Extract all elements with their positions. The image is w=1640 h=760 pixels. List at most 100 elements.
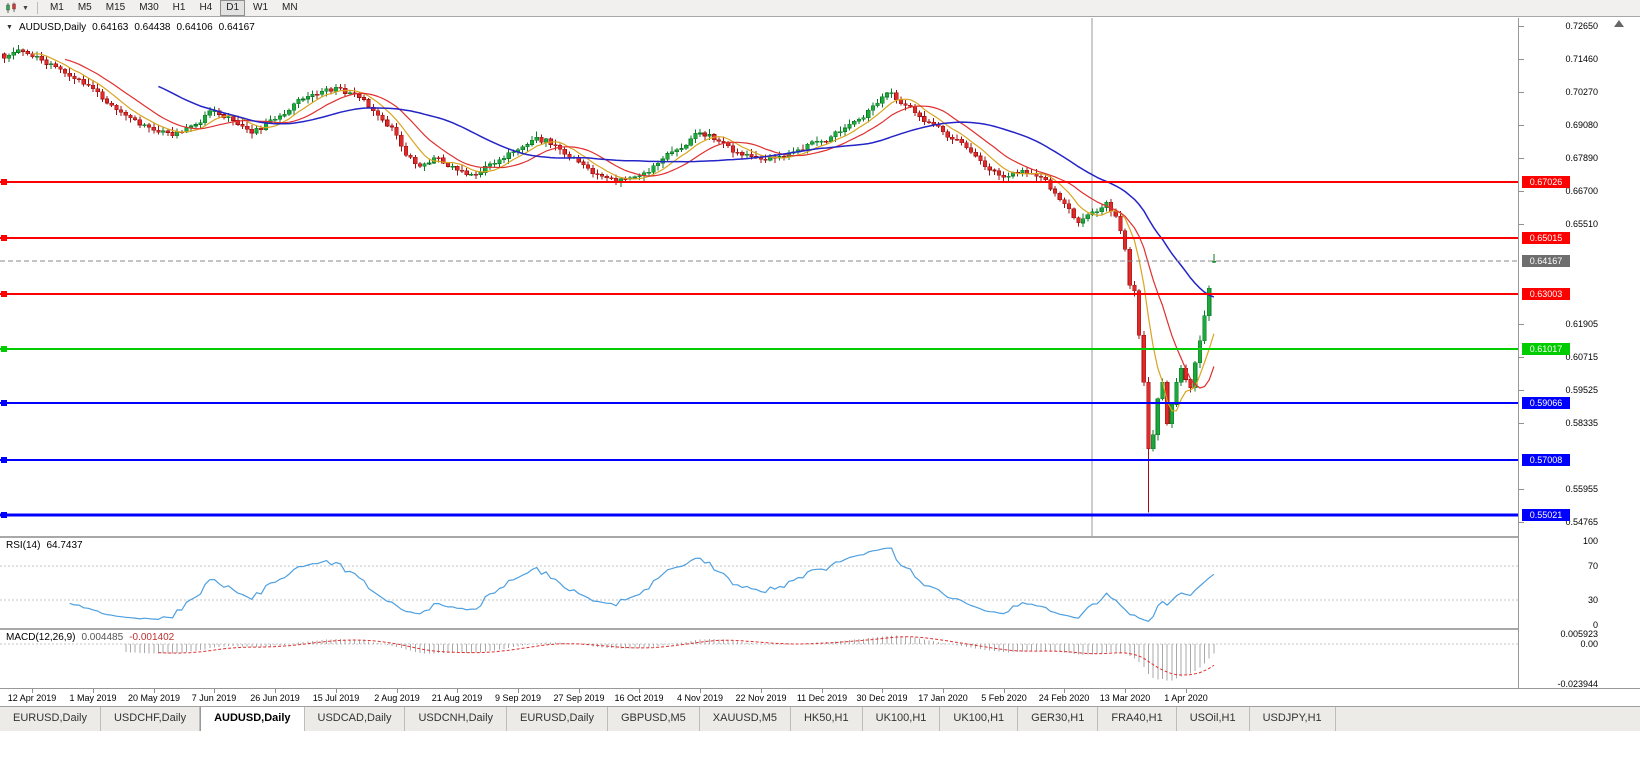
price-tick-mark [1519, 158, 1524, 159]
tab-ger30-h1[interactable]: GER30,H1 [1018, 707, 1098, 731]
date-label: 1 May 2019 [69, 693, 116, 703]
date-label: 24 Feb 2020 [1039, 693, 1090, 703]
tab-uk100-h1[interactable]: UK100,H1 [940, 707, 1018, 731]
chart-type-icon[interactable] [4, 2, 20, 15]
date-label: 11 Dec 2019 [797, 693, 847, 703]
price-tick-label: 0.66700 [1565, 186, 1598, 196]
price-chart-panel: ▼ AUDUSD,Daily 0.64163 0.64438 0.64106 0… [0, 18, 1518, 536]
price-tick-label: 0.67890 [1565, 153, 1598, 163]
price-tick-mark [1519, 423, 1524, 424]
tab-uk100-h1[interactable]: UK100,H1 [863, 707, 941, 731]
price-tick-mark [1519, 26, 1524, 27]
level-price-label: 0.57008 [1522, 454, 1570, 466]
date-label: 2 Aug 2019 [374, 693, 420, 703]
tab-usdcad-daily[interactable]: USDCAD,Daily [305, 707, 406, 731]
level-price-label: 0.67026 [1522, 176, 1570, 188]
date-label: 15 Jul 2019 [313, 693, 360, 703]
date-label: 27 Sep 2019 [553, 693, 604, 703]
date-label: 20 May 2019 [128, 693, 180, 703]
timeframe-m15[interactable]: M15 [100, 0, 131, 16]
date-label: 17 Jan 2020 [918, 693, 968, 703]
tab-usdcnh-daily[interactable]: USDCNH,Daily [405, 707, 507, 731]
timeframe-buttons: M1M5M15M30H1H4D1W1MN [44, 0, 304, 16]
level-lines [0, 179, 1518, 518]
ohlc-close: 0.64167 [219, 22, 255, 33]
timeframe-mn[interactable]: MN [276, 0, 304, 16]
date-label: 1 Apr 2020 [1164, 693, 1208, 703]
rsi-axis-label: 70 [1588, 561, 1598, 571]
chart-type-caret-icon[interactable]: ▼ [22, 5, 29, 12]
level-price-label: 0.65015 [1522, 232, 1570, 244]
timeframe-m30[interactable]: M30 [133, 0, 164, 16]
macd-signal-value: -0.001402 [129, 632, 174, 643]
chart-tab-bar: EURUSD,DailyUSDCHF,DailyAUDUSD,DailyUSDC… [0, 706, 1640, 731]
tab-gbpusd-m5[interactable]: GBPUSD,M5 [608, 707, 700, 731]
tab-usdchf-daily[interactable]: USDCHF,Daily [101, 707, 200, 731]
price-tick-label: 0.55955 [1565, 484, 1598, 494]
tab-eurusd-daily[interactable]: EURUSD,Daily [0, 707, 101, 731]
price-axis[interactable]: 0.726500.714600.702700.690800.678900.667… [1518, 18, 1640, 688]
price-tick-label: 0.61905 [1565, 319, 1598, 329]
price-tick-mark [1519, 522, 1524, 523]
level-price-label: 0.63003 [1522, 288, 1570, 300]
rsi-value: 64.7437 [46, 540, 82, 551]
rsi-axis-label: 100 [1583, 536, 1598, 546]
chart-symbol-period: AUDUSD,Daily [19, 22, 86, 33]
price-tick-mark [1519, 324, 1524, 325]
macd-histogram [126, 636, 1214, 681]
tab-hk50-h1[interactable]: HK50,H1 [791, 707, 863, 731]
date-label: 4 Nov 2019 [677, 693, 723, 703]
price-tick-mark [1519, 92, 1524, 93]
macd-axis-label: 0.00 [1580, 639, 1598, 649]
timeframe-w1[interactable]: W1 [247, 0, 274, 16]
rsi-line [70, 548, 1214, 621]
timeframe-m1[interactable]: M1 [44, 0, 70, 16]
tab-audusd-daily[interactable]: AUDUSD,Daily [200, 707, 304, 731]
tab-eurusd-daily[interactable]: EURUSD,Daily [507, 707, 608, 731]
scroll-up-icon[interactable] [1614, 20, 1624, 27]
timeframe-m5[interactable]: M5 [72, 0, 98, 16]
date-label: 9 Sep 2019 [495, 693, 541, 703]
macd-main-value: 0.004485 [81, 632, 123, 643]
tab-fra40-h1[interactable]: FRA40,H1 [1098, 707, 1176, 731]
rsi-label: RSI(14) 64.7437 [6, 540, 83, 551]
price-tick-label: 0.70270 [1565, 87, 1598, 97]
timeframe-h4[interactable]: H4 [193, 0, 218, 16]
date-label: 21 Aug 2019 [432, 693, 483, 703]
macd-chart[interactable] [0, 630, 1518, 688]
price-tick-label: 0.59525 [1565, 385, 1598, 395]
toolbar: ▼ M1M5M15M30H1H4D1W1MN [0, 0, 1640, 17]
ohlc-open: 0.64163 [92, 22, 128, 33]
price-tick-mark [1519, 357, 1524, 358]
current-price-label: 0.64167 [1522, 255, 1570, 267]
tab-xauusd-m5[interactable]: XAUUSD,M5 [700, 707, 791, 731]
timeframe-d1[interactable]: D1 [220, 0, 245, 16]
tab-usoil-h1[interactable]: USOil,H1 [1177, 707, 1250, 731]
ma-line-14 [65, 59, 1214, 388]
date-label: 5 Feb 2020 [981, 693, 1027, 703]
price-tick-mark [1519, 489, 1524, 490]
date-label: 30 Dec 2019 [856, 693, 907, 703]
date-label: 16 Oct 2019 [614, 693, 663, 703]
rsi-panel: RSI(14) 64.7437 [0, 538, 1518, 628]
price-tick-label: 0.60715 [1565, 352, 1598, 362]
candles [3, 45, 1216, 512]
macd-label: MACD(12,26,9) 0.004485 -0.001402 [6, 632, 174, 643]
date-label: 22 Nov 2019 [735, 693, 786, 703]
rsi-chart[interactable] [0, 538, 1518, 628]
price-tick-mark [1519, 224, 1524, 225]
date-label: 12 Apr 2019 [8, 693, 57, 703]
rsi-name: RSI(14) [6, 540, 40, 551]
tab-usdjpy-h1[interactable]: USDJPY,H1 [1250, 707, 1336, 731]
price-chart[interactable] [0, 18, 1518, 536]
price-tick-mark [1519, 125, 1524, 126]
ohlc-low: 0.64106 [176, 22, 212, 33]
level-price-label: 0.61017 [1522, 343, 1570, 355]
timeframe-h1[interactable]: H1 [167, 0, 192, 16]
price-tick-label: 0.65510 [1565, 219, 1598, 229]
chart-dropdown-icon[interactable]: ▼ [6, 24, 13, 31]
macd-axis-label: 0.005923 [1560, 629, 1598, 639]
date-axis[interactable]: 12 Apr 20191 May 201920 May 20197 Jun 20… [0, 688, 1640, 706]
rsi-axis-label: 30 [1588, 595, 1598, 605]
macd-name: MACD(12,26,9) [6, 632, 75, 643]
